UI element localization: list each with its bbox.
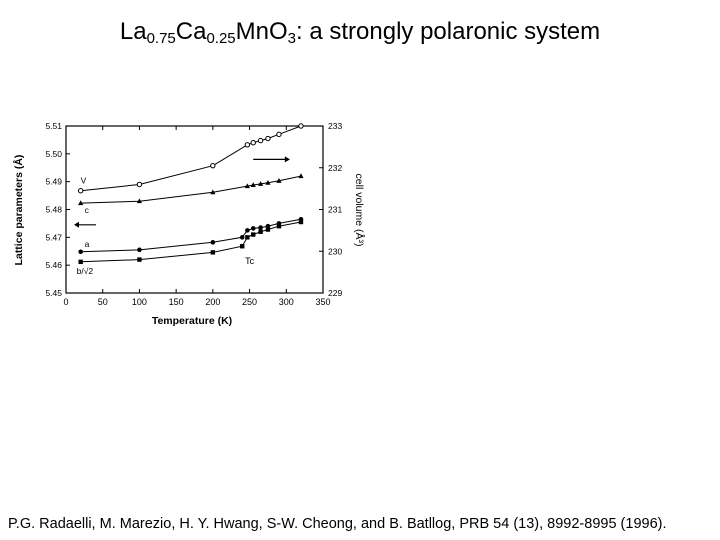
data-point	[244, 142, 251, 148]
data-point	[298, 123, 304, 129]
data-point	[276, 178, 282, 183]
data-point	[257, 181, 264, 186]
title-la: La	[119, 18, 147, 45]
series-label: b/√2	[77, 266, 94, 276]
data-point	[257, 137, 264, 144]
series-label: c	[85, 205, 90, 215]
title-o-subscript: 3	[287, 30, 297, 47]
data-point	[258, 225, 263, 230]
title-la-subscript: 0.75	[146, 30, 176, 47]
data-point	[210, 189, 216, 195]
data-point	[298, 219, 304, 225]
arrow-right-head	[284, 156, 290, 163]
y2-tick-label: 232	[328, 163, 342, 173]
series-label: a	[85, 239, 90, 249]
data-point	[245, 235, 250, 240]
y-axis-label: Lattice parameters (Å)	[12, 155, 25, 266]
data-point	[245, 228, 250, 233]
data-point	[240, 244, 245, 249]
x-tick-label: 300	[279, 297, 294, 307]
data-point	[250, 226, 256, 231]
y-tick-label: 5.51	[45, 121, 62, 131]
tc-annotation: Tc	[245, 256, 255, 266]
data-point	[136, 181, 143, 188]
x-tick-label: 0	[63, 297, 68, 307]
data-point	[298, 173, 304, 179]
y-tick-label: 5.48	[45, 205, 62, 215]
series-label: V	[81, 176, 87, 186]
lattice-parameter-chart: 0 50 100 150 200 250 300 350 5.45 5.46 5.47 5.48 5.4…	[12, 121, 366, 327]
data-point	[250, 182, 256, 188]
data-point	[276, 131, 282, 138]
x-tick-label: 100	[132, 297, 147, 307]
data-point	[251, 232, 256, 237]
slide-title: La0.75Ca0.25MnO3: a strongly polaronic s…	[0, 18, 720, 47]
y-tick-label: 5.47	[45, 232, 62, 242]
data-point	[210, 240, 216, 245]
data-point	[78, 200, 84, 206]
series-line-b	[80, 221, 302, 263]
y2-tick-label: 230	[328, 246, 342, 256]
chart-annotations: Tc	[74, 156, 290, 266]
x-tick-label: 150	[169, 297, 184, 307]
y2-tick-label: 233	[328, 121, 342, 131]
y-tick-label: 5.49	[45, 177, 62, 187]
y-tick-label: 5.46	[45, 260, 62, 270]
y2-axis-label: cell volume (Å³)	[353, 174, 366, 247]
y-tick-label: 5.50	[45, 149, 62, 159]
chart-series: Vc a b/√2	[77, 123, 304, 276]
chart-axes	[65, 125, 324, 294]
y2-tick-label: 231	[328, 205, 342, 215]
data-point	[265, 135, 271, 142]
series-line-a	[80, 218, 302, 253]
citation: P.G. Radaelli, M. Marezio, H. Y. Hwang, …	[8, 516, 667, 532]
x-axis-label: Temperature (K)	[152, 315, 232, 327]
data-point	[239, 235, 245, 240]
data-point	[250, 140, 256, 146]
title-mno: MnO	[235, 18, 288, 45]
y2-tick-label: 229	[328, 288, 342, 298]
x-tick-label: 250	[242, 297, 257, 307]
data-point	[77, 188, 84, 194]
title-ca: Ca	[175, 18, 207, 45]
title-ca-subscript: 0.25	[206, 30, 236, 47]
chart-labels: Temperature (K) Lattice parameters (Å) c…	[12, 155, 366, 327]
x-tick-label: 350	[315, 297, 330, 307]
x-tick-label: 50	[98, 297, 108, 307]
data-point	[210, 250, 216, 255]
data-point	[276, 224, 282, 229]
y-tick-label: 5.45	[45, 288, 62, 298]
x-tick-label: 200	[205, 297, 220, 307]
data-point	[265, 227, 271, 232]
data-point	[265, 179, 271, 185]
data-point	[244, 183, 250, 189]
chart-ticks: 0 50 100 150 200 250 300 350 5.45 5.46 5.47 5.48 5.4…	[45, 121, 342, 307]
plot-frame	[65, 125, 324, 294]
data-point	[78, 259, 83, 265]
data-point	[258, 229, 263, 234]
data-point	[210, 162, 216, 169]
data-point	[78, 249, 83, 255]
data-point	[136, 198, 143, 204]
title-rest: : a strongly polaronic system	[296, 18, 601, 45]
data-point	[137, 257, 142, 262]
data-point	[137, 247, 142, 253]
arrow-left-head	[74, 221, 79, 228]
